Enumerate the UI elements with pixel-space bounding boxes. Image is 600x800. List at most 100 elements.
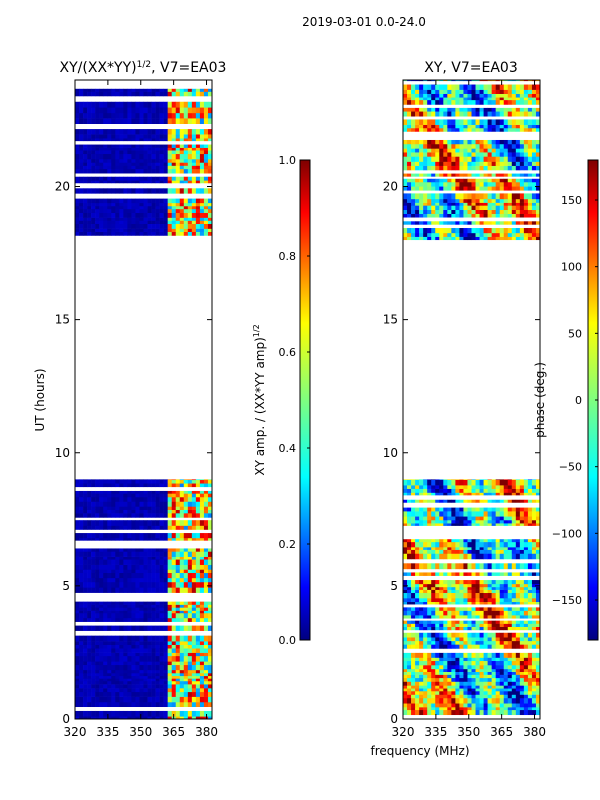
heatmap-cell	[111, 672, 116, 677]
heatmap-cell	[447, 694, 452, 699]
heatmap-cell	[131, 496, 136, 502]
heatmap-cell	[151, 107, 156, 114]
heatmap-cell	[111, 212, 116, 218]
heatmap-cell	[491, 563, 496, 570]
heatmap-cell	[203, 564, 209, 570]
heatmap-cell	[151, 688, 156, 693]
heatmap-cell	[411, 637, 416, 642]
heatmap-cell	[515, 516, 521, 521]
heatmap-cell	[415, 193, 420, 200]
heatmap-cell	[475, 479, 480, 486]
heatmap-cell	[403, 703, 408, 708]
heatmap-cell	[403, 586, 408, 590]
heatmap-cell	[447, 178, 452, 183]
heatmap-cell	[159, 188, 164, 194]
heatmap-cell	[455, 492, 460, 496]
heatmap-cell	[123, 129, 128, 135]
heatmap-cell	[143, 648, 148, 653]
heatmap-cell	[427, 707, 432, 711]
heatmap-cell	[427, 607, 432, 611]
heatmap-cell	[103, 205, 108, 210]
heatmap-cell	[531, 479, 537, 486]
heatmap-cell	[455, 221, 460, 225]
heatmap-cell	[135, 158, 140, 163]
heatmap-cell	[107, 604, 112, 608]
heatmap-cell	[179, 112, 185, 119]
heatmap-cell	[431, 485, 436, 489]
heatmap-cell	[107, 129, 112, 135]
heatmap-cell	[187, 675, 193, 679]
heatmap-cell	[491, 644, 496, 649]
heatmap-cell	[523, 668, 529, 672]
heatmap-cell	[491, 697, 496, 704]
heatmap-cell	[403, 674, 408, 679]
heatmap-cell	[195, 118, 201, 124]
heatmap-cell	[115, 525, 120, 530]
heatmap-cell	[107, 520, 112, 526]
heatmap-cell	[151, 701, 156, 708]
amp-colorbar: 0.00.20.40.60.81.0 XY amp. / (XX*YY amp)…	[252, 154, 311, 647]
heatmap-cell	[191, 716, 197, 720]
heatmap-cell	[183, 525, 189, 530]
heatmap-cell	[483, 479, 488, 486]
heatmap-cell	[507, 186, 513, 191]
heatmap-cell	[495, 519, 501, 524]
heatmap-cell	[527, 479, 533, 480]
heatmap-cell	[175, 669, 181, 674]
heatmap-cell	[427, 209, 432, 214]
heatmap-cell	[115, 202, 120, 207]
heatmap-cell	[463, 697, 468, 704]
heatmap-cell	[107, 669, 112, 674]
heatmap-cell	[163, 716, 168, 720]
heatmap-cell	[407, 674, 412, 679]
heatmap-cell	[123, 176, 128, 181]
heatmap-cell	[531, 511, 537, 517]
heatmap-cell	[443, 657, 448, 662]
heatmap-cell	[103, 220, 108, 224]
heatmap-cell	[107, 479, 112, 484]
heatmap-cell	[403, 665, 408, 670]
heatmap-cell	[127, 493, 132, 498]
heatmap-cell	[187, 652, 193, 657]
heatmap-cell	[475, 694, 480, 699]
heatmap-cell	[199, 220, 205, 224]
heatmap-cell	[143, 158, 148, 163]
heatmap-cell	[155, 604, 160, 608]
heatmap-cell	[479, 640, 484, 645]
heatmap-cell	[451, 665, 456, 670]
heatmap-cell	[87, 581, 92, 588]
heatmap-cell	[443, 202, 448, 206]
heatmap-cell	[147, 655, 152, 662]
heatmap-cell	[127, 581, 132, 588]
heatmap-cell	[451, 232, 456, 237]
heatmap-cell	[459, 626, 464, 631]
heatmap-cell	[419, 688, 424, 692]
heatmap-cell	[187, 655, 193, 662]
heatmap-cell	[115, 208, 120, 214]
heatmap-cell	[511, 541, 517, 548]
heatmap-cell	[87, 513, 92, 518]
heatmap-cell	[443, 479, 448, 486]
heatmap-cell	[431, 607, 436, 611]
heatmap-cell	[519, 668, 525, 672]
heatmap-cell	[207, 101, 213, 108]
heatmap-cell	[499, 688, 505, 692]
heatmap-cell	[479, 213, 484, 218]
heatmap-cell	[471, 592, 476, 599]
heatmap-cell	[459, 511, 464, 517]
heatmap-cell	[423, 485, 428, 489]
heatmap-cell	[527, 660, 533, 666]
heatmap-cell	[95, 91, 100, 97]
heatmap-cell	[451, 511, 456, 517]
heatmap-cell	[507, 709, 513, 716]
heatmap-cell	[423, 665, 428, 670]
heatmap-cell	[427, 677, 432, 682]
heatmap-cell	[159, 153, 164, 160]
heatmap-cell	[527, 236, 533, 241]
heatmap-cell	[139, 134, 144, 139]
heatmap-cell	[151, 696, 156, 703]
heatmap-cell	[111, 217, 116, 221]
heatmap-cell	[199, 228, 205, 232]
heatmap-cell	[151, 572, 156, 579]
heatmap-cell	[515, 572, 521, 576]
